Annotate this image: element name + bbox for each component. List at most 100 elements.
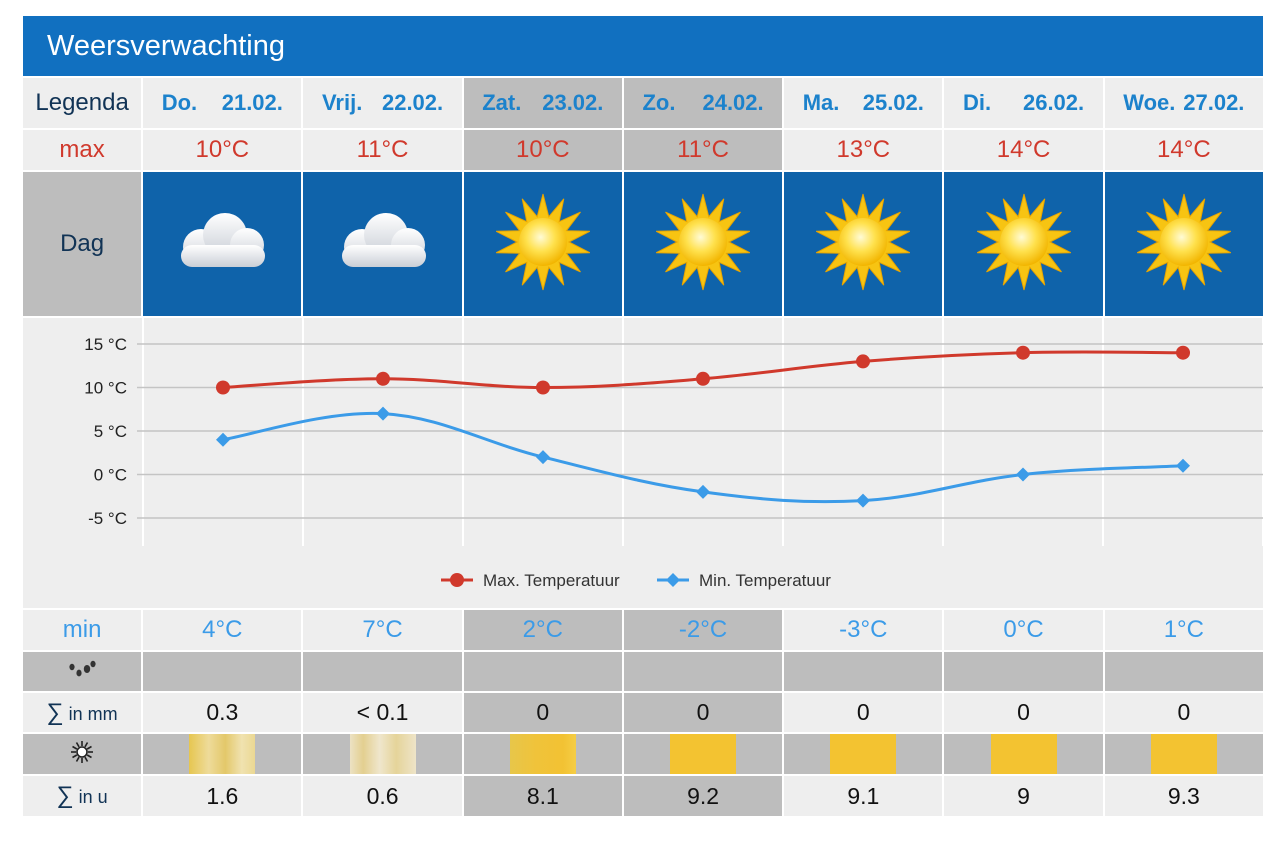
sun-sum-value: 1.6 (206, 782, 239, 809)
legend-label-rain-sum: ∑ in mm (23, 693, 142, 732)
sun-icon (1136, 193, 1231, 290)
sun-sum-cell: 9.1 (784, 776, 943, 816)
max-temp-cell: 13°C (784, 130, 943, 170)
min-temp-value: 0°C (1003, 616, 1044, 643)
max-temp-value: 11°C (356, 136, 409, 163)
min-temp-value: 1°C (1163, 616, 1204, 643)
sun-sum-cell: 9 (944, 776, 1103, 816)
max-temp-cell: 14°C (1104, 130, 1263, 170)
sigma-symbol: ∑ (46, 698, 64, 726)
rain-icon-cell (303, 652, 462, 691)
max-temp-point (1016, 345, 1030, 360)
rain-icon-cell (463, 652, 622, 691)
legend-label-dag: Dag (23, 172, 142, 316)
raindrops-icon (69, 660, 96, 677)
rain-sum-cell: 0 (463, 693, 622, 732)
sun-sum-value: 8.1 (526, 782, 559, 809)
max-row: max 10°C 11°C 10°C 11°C 13°C 14°C 14°C (23, 130, 1263, 170)
max-temp-cell: 10°C (143, 130, 302, 170)
sunshine-icon (71, 740, 94, 763)
max-temp-value: 14°C (1157, 136, 1211, 163)
legend-label-min: min (23, 610, 142, 650)
day-header: Ma. 25.02. (784, 78, 943, 128)
max-temp-cell: 14°C (944, 130, 1103, 170)
rain-sum-cell: 0 (1104, 693, 1263, 732)
y-tick-label: 0 °C (94, 466, 127, 485)
rain-sum-unit: in mm (63, 703, 118, 724)
min-temp-value: -3°C (839, 616, 888, 643)
max-temp-point (536, 380, 550, 395)
widget-title: Weersverwachting (23, 16, 1263, 76)
sun-icon (656, 193, 751, 290)
min-temp-value: -2°C (678, 616, 728, 643)
date-row: Legenda Do. 21.02. Vrij. 22.02. Zat. 23.02. Zo… (23, 78, 1263, 128)
min-row: min 4°C 7°C 2°C -2°C -3°C 0°C 1°C (23, 610, 1263, 650)
sun-sum-cell: 8.1 (463, 776, 622, 816)
legend-marker (450, 573, 464, 587)
sunshine-bar-cell (623, 734, 783, 774)
rain-icon-cell (143, 652, 302, 691)
max-temp-value: 11°C (677, 136, 729, 163)
sunshine-bar-cell (1104, 734, 1263, 774)
max-temp-value: 13°C (836, 136, 891, 163)
day-date: 24.02. (702, 90, 764, 115)
sun-sum-value: 9.2 (687, 782, 720, 809)
day-header: Di. 26.02. (944, 78, 1103, 128)
weather-icon-cell (784, 172, 943, 316)
chart-row: 15 °C 10 °C 5 °C 0 °C -5 °C Max. Temperatuur M… (23, 318, 1263, 608)
y-tick-label: 5 °C (94, 422, 127, 441)
icon-row: Dag (23, 172, 1263, 316)
sun-row: ∑ in u 1.6 0.6 8.1 9.2 9.1 9 9.3 (23, 776, 1263, 816)
rain-sum-value: 0 (856, 699, 870, 725)
sun-sum-cell: 9.2 (623, 776, 783, 816)
sun-sum-unit: in u (73, 787, 108, 807)
min-temp-point (1176, 458, 1190, 473)
sunshine-bar (830, 734, 897, 774)
max-temp-point (216, 380, 230, 395)
rain-sum-value: 0.3 (206, 699, 239, 725)
rain-sum-value: < 0.1 (356, 699, 409, 725)
max-temp-cell: 11°C (623, 130, 783, 170)
min-temp-cell: -3°C (784, 610, 943, 650)
y-tick-label: 10 °C (84, 379, 127, 398)
day-header: Zat. 23.02. (463, 78, 622, 128)
day-name: Do. (161, 90, 198, 115)
day-date: 21.02. (221, 90, 283, 115)
day-date: 23.02. (542, 90, 604, 115)
legend-label-max: max (23, 130, 142, 170)
legend-min-label: Min. Temperatuur (699, 571, 831, 590)
day-date: 26.02. (1022, 90, 1085, 115)
weather-icon-cell (303, 172, 462, 316)
max-temp-value: 10°C (516, 136, 570, 163)
rain-sum-value: 0 (696, 699, 710, 725)
rain-sum-value: 0 (1017, 699, 1030, 725)
min-temp-value: 7°C (362, 616, 403, 643)
sunshine-bar (670, 734, 737, 774)
day-header: Woe. 27.02. (1104, 78, 1263, 128)
rain-icon-row (23, 652, 1263, 691)
min-temp-cell: -2°C (623, 610, 783, 650)
max-temp-point (696, 371, 710, 386)
rain-legend-cell (23, 652, 142, 691)
min-temp-cell: 0°C (944, 610, 1103, 650)
rain-icon-cell (944, 652, 1103, 691)
sunshine-bar (349, 734, 416, 774)
sun-sum-value: 0.6 (366, 782, 399, 809)
weather-icon-cell (143, 172, 302, 316)
day-header: Do. 21.02. (143, 78, 302, 128)
sunshine-bar (189, 734, 256, 774)
weather-icon-cell (1104, 172, 1263, 316)
rain-sum-cell: < 0.1 (303, 693, 462, 732)
sun-sum-cell: 0.6 (303, 776, 462, 816)
max-temp-value: 14°C (996, 136, 1051, 163)
min-temp-value: 2°C (522, 616, 563, 643)
day-name: Di. (962, 90, 992, 115)
day-date: 22.02. (381, 90, 444, 115)
rain-sum-value: 0 (536, 699, 550, 725)
day-date: 27.02. (1183, 90, 1245, 115)
chart-cell: 15 °C 10 °C 5 °C 0 °C -5 °C Max. Temperatuur M… (23, 318, 1263, 608)
y-tick-label: -5 °C (88, 509, 127, 528)
sunshine-bar-cell (784, 734, 943, 774)
rain-sum-cell: 0 (944, 693, 1103, 732)
min-temp-point (536, 450, 550, 465)
